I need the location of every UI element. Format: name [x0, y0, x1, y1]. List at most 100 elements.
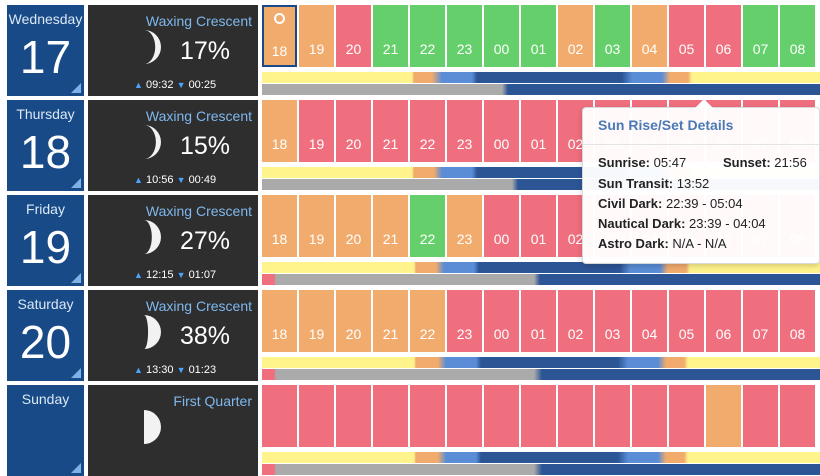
hour-cell[interactable] — [780, 385, 815, 447]
sun-moon-bars[interactable] — [262, 357, 820, 381]
civil-dark-line: Civil Dark: 22:39 - 05:04 — [598, 196, 743, 211]
hour-cell[interactable]: 21 — [373, 100, 408, 162]
hour-cell[interactable] — [410, 385, 445, 447]
hour-cell[interactable]: 19 — [299, 5, 334, 67]
expand-corner-icon[interactable] — [71, 273, 81, 283]
expand-corner-icon[interactable] — [71, 178, 81, 188]
hour-cell[interactable]: 20 — [336, 5, 371, 67]
hour-cell[interactable]: 22 — [410, 290, 445, 352]
hour-cell[interactable]: 18 — [262, 5, 297, 67]
hour-cell[interactable]: 00 — [484, 5, 519, 67]
moon-rise-set: ▲ 13:30 ▼ 01:23 — [134, 364, 216, 376]
hour-cell[interactable] — [336, 385, 371, 447]
hour-label: 01 — [530, 41, 547, 57]
hour-cell[interactable]: 19 — [299, 290, 334, 352]
hour-cell[interactable]: 18 — [262, 195, 297, 257]
hour-cell[interactable]: 08 — [780, 5, 815, 67]
moonrise-time: 12:15 — [145, 269, 174, 281]
hour-cell[interactable]: 07 — [743, 290, 778, 352]
sun-moon-bars[interactable] — [262, 167, 820, 191]
hour-cell[interactable] — [521, 385, 556, 447]
hour-cell[interactable]: 01 — [521, 195, 556, 257]
sun-darkness-bar[interactable] — [262, 357, 820, 368]
moon-up-bar[interactable] — [262, 464, 820, 475]
hour-cell[interactable] — [262, 385, 297, 447]
day-tile[interactable]: Wednesday 17 — [7, 5, 84, 96]
hour-cell[interactable]: 05 — [669, 290, 704, 352]
hour-cell[interactable]: 01 — [521, 5, 556, 67]
hour-cell[interactable]: 21 — [373, 5, 408, 67]
moonset-arrow-icon: ▼ — [176, 175, 186, 185]
hour-cell[interactable] — [632, 385, 667, 447]
hour-cell[interactable]: 22 — [410, 5, 445, 67]
hour-cell[interactable]: 02 — [558, 290, 593, 352]
hour-cell[interactable]: 20 — [336, 195, 371, 257]
hour-cell[interactable]: 05 — [669, 5, 704, 67]
sun-moon-bars[interactable] — [262, 72, 820, 96]
hour-cell[interactable] — [558, 385, 593, 447]
hour-label: 02 — [567, 326, 584, 342]
hour-cell[interactable] — [373, 385, 408, 447]
hour-cell[interactable]: 20 — [336, 290, 371, 352]
sun-moon-bars[interactable] — [262, 452, 820, 476]
hour-cell[interactable]: 22 — [410, 100, 445, 162]
hour-cell[interactable]: 23 — [447, 5, 482, 67]
hour-label: 00 — [493, 41, 510, 57]
sun-darkness-bar[interactable] — [262, 72, 820, 83]
hour-cell[interactable]: 22 — [410, 195, 445, 257]
hour-cell[interactable]: 00 — [484, 290, 519, 352]
expand-corner-icon[interactable] — [71, 83, 81, 93]
sun-details-tooltip: Sun Rise/Set Details Sunrise: 05:47 Suns… — [582, 99, 820, 264]
sun-darkness-bar[interactable] — [262, 167, 820, 178]
sun-darkness-bar[interactable] — [262, 452, 820, 463]
hour-cell[interactable] — [706, 385, 741, 447]
hour-cell[interactable]: 01 — [521, 100, 556, 162]
hour-label: 01 — [530, 231, 547, 247]
expand-corner-icon[interactable] — [71, 463, 81, 473]
hour-cell[interactable]: 03 — [595, 5, 630, 67]
hour-cell[interactable] — [299, 385, 334, 447]
day-tile[interactable]: Sunday — [7, 385, 84, 476]
hour-cell[interactable]: 02 — [558, 5, 593, 67]
day-tile[interactable]: Thursday 18 — [7, 100, 84, 191]
hour-cell[interactable]: 04 — [632, 5, 667, 67]
moon-up-bar[interactable] — [262, 179, 820, 190]
hour-cell[interactable]: 07 — [743, 5, 778, 67]
hour-cell[interactable]: 19 — [299, 100, 334, 162]
hour-cell[interactable]: 08 — [780, 290, 815, 352]
civil-dark-label: Civil Dark: — [598, 196, 663, 211]
hour-cell[interactable]: 18 — [262, 100, 297, 162]
moon-up-bar[interactable] — [262, 369, 820, 380]
hour-cell[interactable]: 21 — [373, 290, 408, 352]
hour-cell[interactable]: 04 — [632, 290, 667, 352]
moonrise-time: 09:32 — [145, 79, 174, 91]
hour-label: 20 — [345, 41, 362, 57]
hour-cell[interactable]: 01 — [521, 290, 556, 352]
day-tile[interactable]: Saturday 20 — [7, 290, 84, 381]
sun-moon-bars[interactable] — [262, 262, 820, 286]
hour-cell[interactable]: 06 — [706, 5, 741, 67]
hour-cell[interactable]: 19 — [299, 195, 334, 257]
hour-cell[interactable]: 21 — [373, 195, 408, 257]
hour-cell[interactable]: 20 — [336, 100, 371, 162]
expand-corner-icon[interactable] — [71, 368, 81, 378]
hour-label: 23 — [456, 41, 473, 57]
hour-cell[interactable] — [447, 385, 482, 447]
hour-cell[interactable]: 23 — [447, 100, 482, 162]
sun-darkness-bar[interactable] — [262, 262, 820, 273]
hour-cell[interactable] — [743, 385, 778, 447]
hour-cell[interactable]: 06 — [706, 290, 741, 352]
hour-cell[interactable]: 00 — [484, 195, 519, 257]
hour-cell[interactable] — [595, 385, 630, 447]
moon-up-bar[interactable] — [262, 274, 820, 285]
hour-cell[interactable] — [484, 385, 519, 447]
day-tile[interactable]: Friday 19 — [7, 195, 84, 286]
hour-cell[interactable] — [669, 385, 704, 447]
moon-up-bar[interactable] — [262, 84, 820, 95]
hour-cell[interactable]: 23 — [447, 195, 482, 257]
hour-cell[interactable]: 18 — [262, 290, 297, 352]
hour-cell[interactable]: 23 — [447, 290, 482, 352]
hour-cell[interactable]: 03 — [595, 290, 630, 352]
nautical-dark-label: Nautical Dark: — [598, 216, 686, 231]
hour-cell[interactable]: 00 — [484, 100, 519, 162]
